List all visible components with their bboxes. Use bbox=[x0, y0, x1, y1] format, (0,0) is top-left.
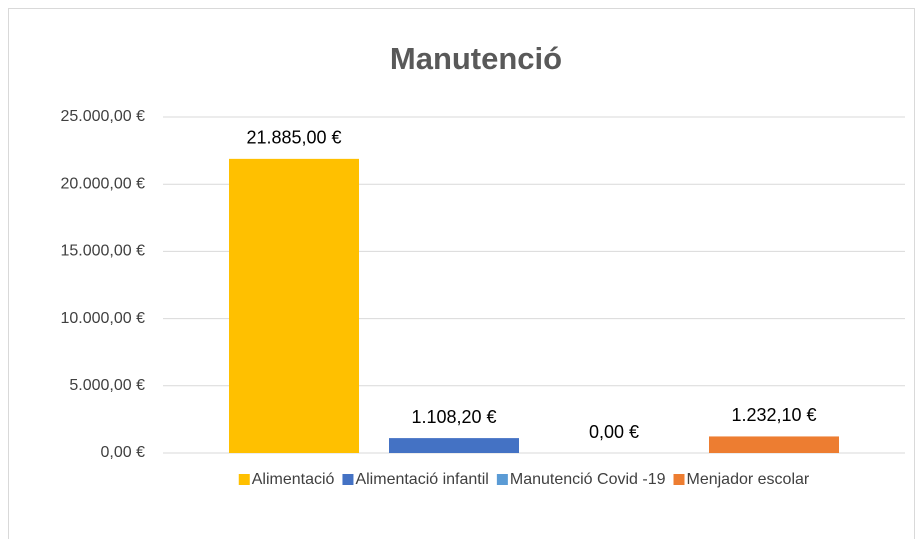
legend-swatch bbox=[342, 474, 354, 485]
legend-swatch bbox=[673, 474, 685, 485]
legend-label: Manutenció Covid -19 bbox=[510, 471, 666, 488]
chart-title: Manutenció bbox=[390, 41, 562, 76]
bar bbox=[389, 438, 519, 453]
data-label: 0,00 € bbox=[589, 422, 639, 442]
y-tick-label: 25.000,00 € bbox=[60, 108, 145, 125]
legend-label: Menjador escolar bbox=[687, 471, 810, 488]
data-label: 1.232,10 € bbox=[731, 405, 816, 425]
data-label: 1.108,20 € bbox=[411, 407, 496, 427]
y-tick-label: 0,00 € bbox=[101, 444, 146, 461]
legend-label: Alimentació bbox=[252, 471, 335, 488]
data-label: 21.885,00 € bbox=[246, 128, 341, 148]
legend-swatch bbox=[496, 474, 508, 485]
legend-label: Alimentació infantil bbox=[355, 471, 488, 488]
bar bbox=[709, 436, 839, 453]
y-tick-label: 10.000,00 € bbox=[60, 310, 145, 327]
y-tick-label: 5.000,00 € bbox=[69, 377, 145, 394]
y-tick-label: 15.000,00 € bbox=[60, 243, 145, 260]
legend-swatch bbox=[238, 474, 250, 485]
y-tick-label: 20.000,00 € bbox=[60, 175, 145, 192]
bar bbox=[229, 158, 359, 453]
